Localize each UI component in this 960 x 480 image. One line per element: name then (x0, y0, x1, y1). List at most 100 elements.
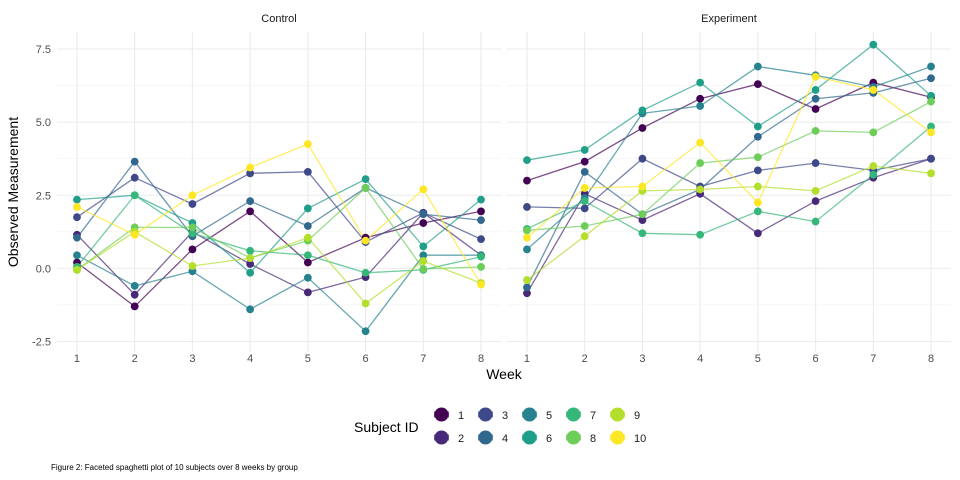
data-point-subject-6 (696, 78, 705, 87)
series-line-9 (526, 165, 932, 281)
series-line-4 (526, 77, 932, 288)
data-point-subject-4 (130, 157, 139, 166)
data-point-subject-9 (869, 162, 878, 170)
x-tick-label: 2 (582, 353, 588, 365)
series-line-2 (526, 158, 932, 294)
data-point-subject-3 (638, 154, 647, 163)
series-line-3 (76, 171, 482, 243)
data-point-subject-4 (580, 167, 589, 176)
panel-title: Experiment (701, 13, 757, 25)
data-point-subject-9 (188, 262, 197, 270)
legend-key-2: 2 (432, 428, 464, 447)
legend-swatch-point (610, 430, 625, 445)
series-line-4 (76, 160, 482, 239)
data-point-subject-6 (869, 40, 878, 49)
data-point-subject-8 (477, 263, 485, 271)
data-point-subject-3 (303, 167, 312, 176)
legend-title: Subject ID (354, 419, 419, 435)
legend-label: 3 (502, 410, 508, 422)
legend-key-9: 9 (608, 405, 640, 424)
data-point-subject-10 (753, 198, 762, 207)
x-tick-label: 1 (524, 353, 530, 365)
legend-label: 6 (546, 433, 552, 445)
data-point-subject-6 (477, 195, 485, 204)
x-tick-label: 2 (132, 353, 138, 365)
data-point-subject-3 (927, 154, 935, 163)
legend-swatch-point (478, 407, 493, 422)
data-point-subject-10 (303, 140, 312, 148)
y-tick-label: 7.5 (36, 44, 51, 56)
series-line-10 (526, 76, 932, 239)
data-point-subject-2 (303, 288, 312, 297)
data-point-subject-4 (811, 94, 820, 103)
x-tick-label: 3 (639, 353, 645, 365)
data-point-subject-5 (927, 62, 935, 71)
data-point-subject-4 (303, 222, 312, 230)
data-point-subject-7 (811, 217, 820, 226)
data-point-subject-10 (477, 280, 485, 289)
data-point-subject-7 (869, 170, 878, 179)
data-point-subject-5 (523, 245, 531, 254)
x-tick-label: 7 (420, 353, 426, 365)
series-line-3 (526, 157, 932, 210)
data-point-subject-6 (361, 175, 370, 184)
series-line-1 (76, 210, 482, 308)
legend-label: 10 (634, 433, 646, 445)
legend-key-4: 4 (476, 428, 508, 447)
data-point-subject-3 (580, 204, 589, 213)
data-point-subject-4 (753, 132, 762, 141)
x-tick-label: 4 (697, 353, 703, 365)
data-point-subject-7 (130, 191, 139, 200)
data-point-subject-2 (811, 197, 820, 206)
y-axis-title: Observed Measurement (5, 117, 21, 267)
data-point-subject-3 (753, 166, 762, 175)
data-point-subject-7 (246, 246, 255, 255)
legend-swatch-point (610, 407, 625, 422)
x-tick-label: 7 (870, 353, 876, 365)
data-point-subject-10 (696, 138, 705, 147)
data-point-subject-4 (246, 197, 255, 206)
legend-swatch-point (566, 407, 581, 422)
legend-label: 9 (634, 410, 640, 422)
legend-label: 1 (458, 410, 464, 422)
legend-label: 2 (458, 433, 464, 445)
data-point-subject-3 (246, 169, 255, 178)
data-point-subject-5 (246, 305, 255, 314)
panel-experiment: Experiment 1 2 3 4 5 6 7 8 (507, 13, 951, 365)
legend-label: 5 (546, 410, 552, 422)
data-point-subject-3 (188, 200, 197, 208)
y-tick-label: 2.5 (36, 190, 51, 202)
data-point-subject-8 (696, 159, 705, 167)
data-point-subject-5 (303, 273, 312, 282)
legend-key-8: 8 (564, 428, 596, 447)
y-tick-label: -2.5 (32, 337, 51, 349)
data-point-subject-10 (523, 233, 531, 242)
data-point-subject-3 (523, 203, 531, 211)
data-point-subject-1 (580, 157, 589, 166)
data-point-subject-10 (638, 182, 647, 191)
data-point-subject-3 (477, 235, 485, 244)
legend-swatch-point (566, 430, 581, 445)
series-line-6 (76, 178, 482, 274)
data-point-subject-5 (696, 102, 705, 110)
x-tick-label: 1 (74, 353, 80, 365)
data-point-subject-8 (638, 210, 647, 219)
data-point-subject-1 (811, 105, 820, 113)
data-point-subject-3 (73, 213, 81, 222)
data-point-subject-9 (303, 233, 312, 242)
legend-key-1: 1 (432, 405, 464, 424)
data-point-subject-8 (927, 97, 935, 106)
x-tick-label: 4 (247, 353, 253, 365)
x-tick-label: 8 (478, 353, 484, 365)
legend-swatch-point (522, 407, 537, 422)
series-line-5 (526, 65, 932, 250)
data-point-subject-10 (246, 163, 255, 172)
legend-swatch-point (434, 407, 449, 422)
data-point-subject-9 (696, 185, 705, 194)
data-point-subject-6 (638, 106, 647, 115)
legend-key-3: 3 (476, 405, 508, 424)
panel-title: Control (261, 13, 296, 25)
y-tick-label: 5.0 (36, 117, 51, 129)
legend-key-10: 10 (608, 428, 646, 447)
